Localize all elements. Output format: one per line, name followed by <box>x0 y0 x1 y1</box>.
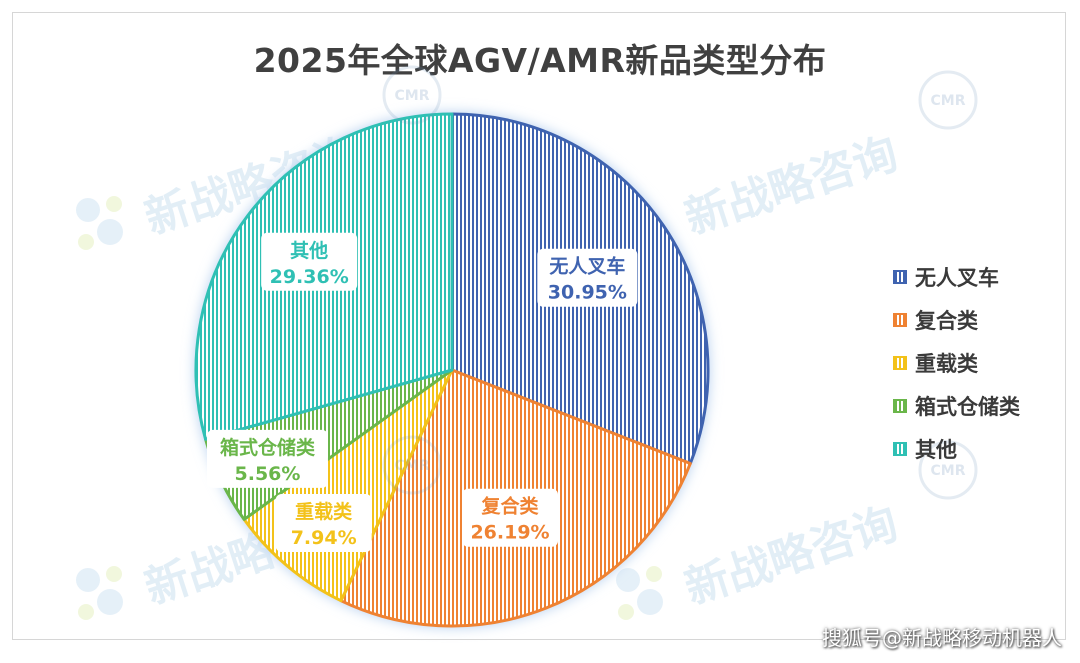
pie-label-value-0: 30.95% <box>548 282 627 304</box>
legend-swatch-icon <box>893 356 907 370</box>
pie-label-name-2: 重载类 <box>295 500 352 523</box>
watermark-logo-text: CMR <box>395 458 430 474</box>
watermark-logo-icon <box>382 65 978 500</box>
watermark-logo-text: CMR <box>931 463 966 479</box>
legend-item-0: 无人叉车 <box>893 262 1020 292</box>
legend-item-1: 复合类 <box>893 305 1020 335</box>
legend-label: 其他 <box>915 438 957 462</box>
pie-label-box-0 <box>537 248 638 307</box>
legend-label: 复合类 <box>915 309 978 333</box>
legend-label: 重载类 <box>915 352 978 376</box>
pie-label-name-3: 箱式仓储类 <box>220 436 315 459</box>
pie-label-name-0: 无人叉车 <box>549 255 625 278</box>
source-credit: 搜狐号@新战略移动机器人 <box>822 626 1062 650</box>
legend-swatch-icon <box>893 313 907 327</box>
chart-title: 2025年全球AGV/AMR新品类型分布 <box>253 41 827 80</box>
legend-label: 无人叉车 <box>915 266 999 290</box>
legend-item-4: 其他 <box>893 434 1020 464</box>
legend-item-2: 重载类 <box>893 348 1020 378</box>
pie-label-value-4: 29.36% <box>270 266 349 288</box>
pie-label-name-4: 其他 <box>290 239 328 262</box>
legend: 无人叉车复合类重载类箱式仓储类其他 <box>893 262 1020 464</box>
pie-label-box-1 <box>462 488 559 547</box>
pie-label-value-1: 26.19% <box>470 522 549 544</box>
pie-label-value-2: 7.94% <box>291 527 357 549</box>
pie-label-box-4 <box>261 232 358 291</box>
legend-label: 箱式仓储类 <box>915 395 1020 419</box>
legend-swatch-icon <box>893 442 907 456</box>
pie-label-box-3 <box>206 429 328 488</box>
watermark-logo-text: CMR <box>395 88 430 104</box>
legend-swatch-icon <box>893 399 907 413</box>
pie-label-name-1: 复合类 <box>481 495 539 518</box>
pie-label-box-2 <box>275 493 372 552</box>
legend-swatch-icon <box>893 270 907 284</box>
pie-label-value-3: 5.56% <box>235 463 301 485</box>
watermark-logo-text: CMR <box>931 93 966 109</box>
legend-item-3: 箱式仓储类 <box>893 391 1020 421</box>
